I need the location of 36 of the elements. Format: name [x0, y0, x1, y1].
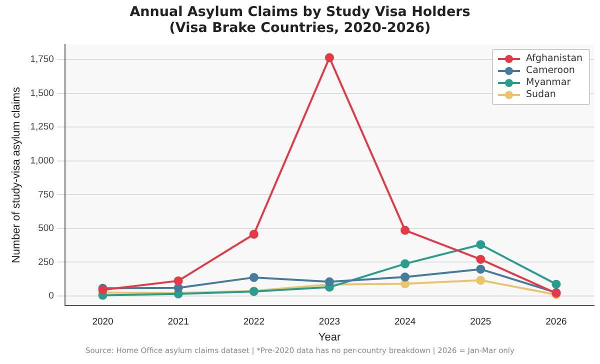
y-tick-label: 0 [48, 290, 54, 302]
y-tick-label: 1,750 [30, 54, 54, 66]
chart-title: Annual Asylum Claims by Study Visa Holders (Visa Brake Countries, 2020-2026) [128, 3, 472, 36]
legend-label: Sudan [526, 88, 556, 101]
y-tick-label: 1,500 [30, 88, 54, 99]
x-tick-label: 2021 [168, 316, 189, 328]
point [174, 283, 183, 292]
point [324, 53, 334, 62]
x-tick-label: 2024 [394, 316, 416, 328]
y-axis-title: Number of study-visa asylum claims [10, 86, 23, 264]
y-tick-label: 250 [38, 256, 54, 268]
x-tick-label: 2023 [318, 316, 340, 328]
point [552, 280, 561, 289]
y-tick-label: 1,000 [30, 155, 54, 166]
point [249, 272, 258, 282]
x-tick-label: 2020 [92, 316, 114, 328]
point [476, 264, 486, 274]
point [400, 259, 410, 268]
y-tick-label: 750 [38, 189, 54, 200]
legend-label: Afghanistan [526, 52, 583, 65]
x-tick-label: 2025 [470, 316, 492, 328]
point [400, 226, 410, 235]
point [174, 276, 183, 286]
x-tick-label: 2022 [243, 316, 264, 328]
legend-label: Cameroon [526, 64, 575, 77]
y-tick-label: 1,250 [30, 122, 54, 133]
point [400, 272, 410, 282]
point [476, 254, 486, 264]
x-axis-title: Year [318, 331, 341, 344]
point [249, 230, 258, 239]
legend-label: Myanmar [526, 76, 571, 89]
point [476, 240, 486, 250]
x-tick-label: 2026 [546, 316, 567, 328]
y-tick-label: 500 [38, 223, 54, 234]
point [324, 277, 334, 286]
point [476, 276, 486, 285]
